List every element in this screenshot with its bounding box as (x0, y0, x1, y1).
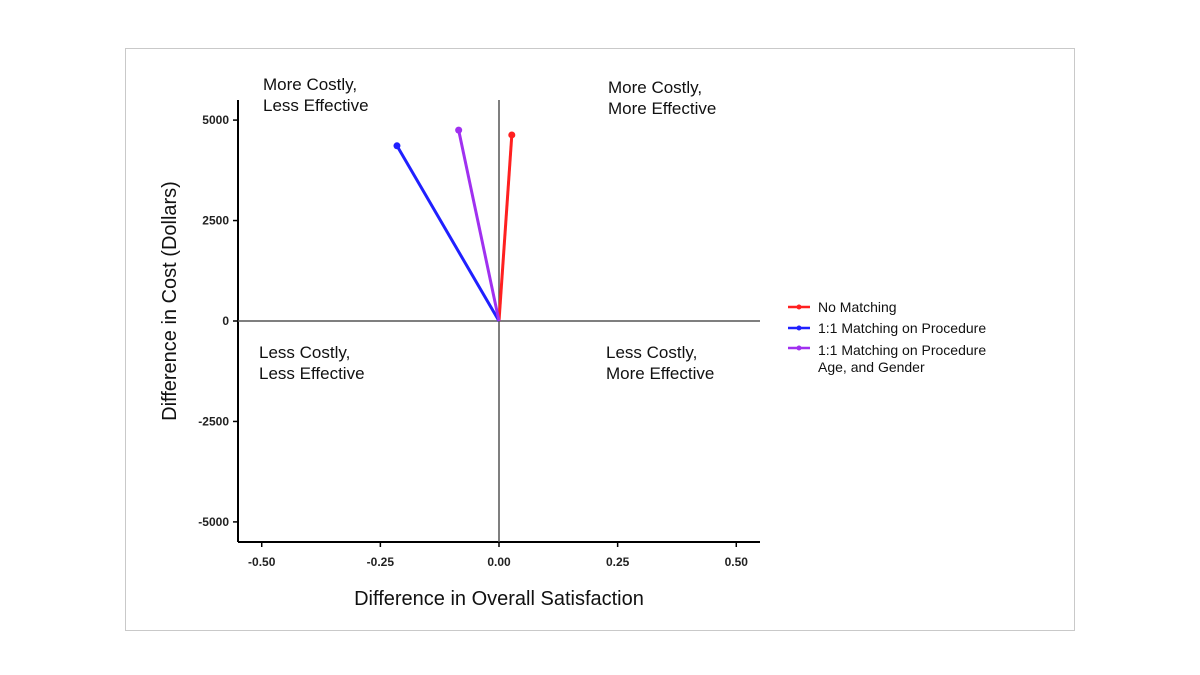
legend: No Matching 1:1 Matching on Procedure 1:… (788, 299, 986, 375)
quadrant-label-bottom-left-line1: Less Costly, (259, 343, 350, 362)
quadrant-label-top-left-line2: Less Effective (263, 96, 369, 115)
series-point-1 (393, 142, 401, 150)
legend-label-matching-procedure-age-gender-line2: Age, and Gender (818, 359, 925, 375)
legend-marker-matching-procedure-age-gender (796, 345, 802, 351)
y-tick-label: -5000 (198, 515, 229, 529)
y-tick-label: 0 (222, 314, 229, 328)
x-tick-label: -0.25 (367, 555, 395, 569)
quadrant-label-bottom-right-line2: More Effective (606, 364, 714, 383)
series-point-2 (455, 126, 463, 134)
x-tick-label: -0.50 (248, 555, 276, 569)
figure-frame (125, 48, 1075, 631)
x-tick-label: 0.25 (606, 555, 630, 569)
y-tick-label: -2500 (198, 414, 229, 428)
y-axis-title: Difference in Cost (Dollars) (159, 181, 181, 421)
series-line-1 (395, 145, 501, 322)
x-ticks: -0.50 -0.25 0.00 0.25 0.50 (248, 542, 748, 569)
series-point-0 (508, 131, 516, 139)
quadrant-label-bottom-left-line2: Less Effective (259, 364, 365, 383)
legend-label-matching-procedure: 1:1 Matching on Procedure (818, 320, 986, 336)
legend-marker-no-matching (796, 304, 802, 310)
y-tick-label: 5000 (202, 113, 229, 127)
legend-label-matching-procedure-age-gender-line1: 1:1 Matching on Procedure (818, 342, 986, 358)
series-layer (393, 126, 516, 322)
quadrant-label-bottom-right-line1: Less Costly, (606, 343, 697, 362)
quadrant-label-top-right-line1: More Costly, (608, 78, 702, 97)
x-tick-label: 0.50 (725, 555, 749, 569)
x-axis-title: Difference in Overall Satisfaction (354, 588, 644, 610)
series-line-0 (497, 134, 514, 322)
series-line-2 (457, 129, 501, 322)
y-tick-label: 2500 (202, 214, 229, 228)
y-ticks: 5000 2500 0 -2500 -5000 (198, 113, 238, 529)
legend-label-no-matching: No Matching (818, 299, 897, 315)
x-tick-label: 0.00 (487, 555, 511, 569)
quadrant-label-top-right-line2: More Effective (608, 99, 716, 118)
legend-marker-matching-procedure (796, 325, 802, 331)
quadrant-label-top-left-line1: More Costly, (263, 75, 357, 94)
